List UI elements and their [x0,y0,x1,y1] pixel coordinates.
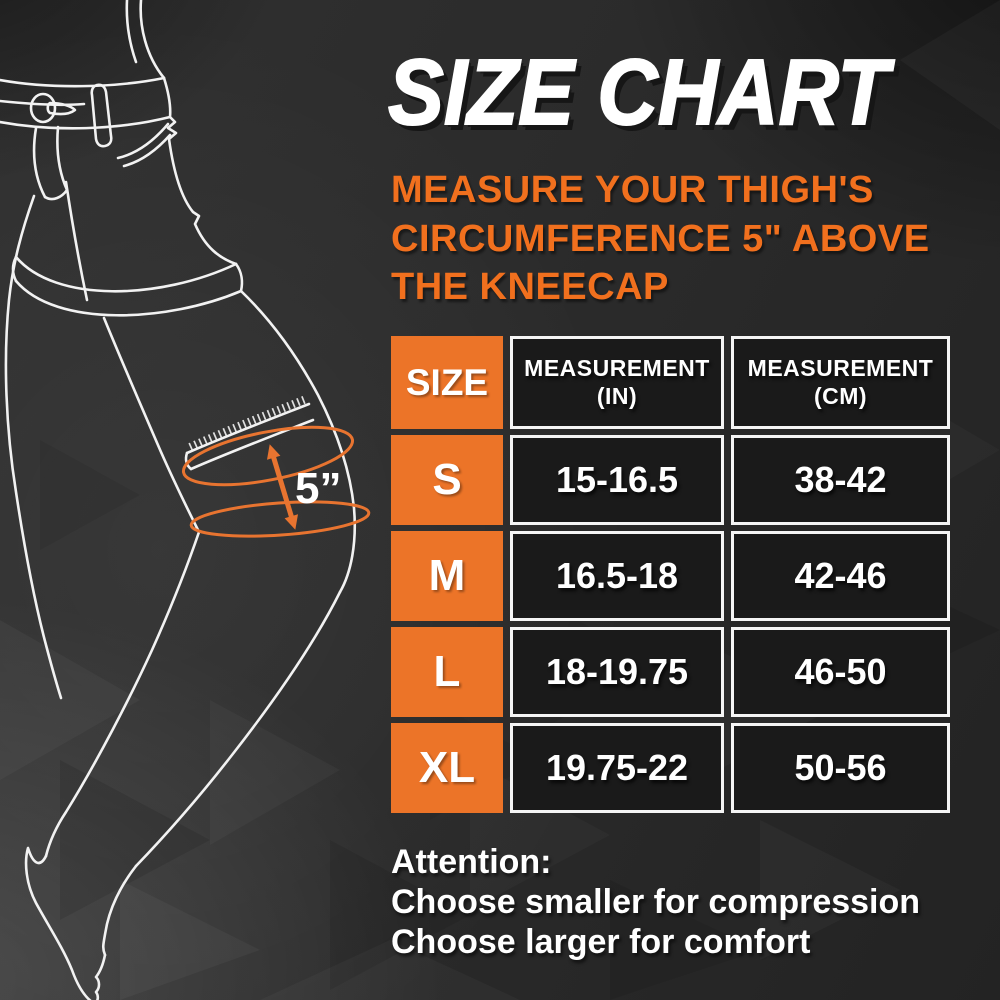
header-cell-measurement-cm: MEASUREMENT (CM) [731,336,950,429]
belt-buckle-icon [29,92,57,124]
size-cell-xl: XL [391,723,503,813]
thigh-sleeve-band [11,255,244,317]
upper-circumference-ellipse-icon [181,425,355,487]
attention-heading: Attention: [391,843,552,881]
value-cell-xl-cm: 50-56 [731,723,950,813]
page-title: SIZE CHART [387,40,889,144]
attention-note: Attention: Choose smaller for compressio… [391,843,920,962]
five-inch-label: 5” [295,464,341,513]
kneecap-circumference-ellipse-icon [189,500,371,538]
attention-line-2: Choose larger for comfort [391,922,811,961]
value-cell-m-in: 16.5-18 [510,531,724,621]
subtitle-line-1: MEASURE YOUR THIGH'S [391,169,874,211]
header-cell-measurement-in: MEASUREMENT (IN) [510,336,724,429]
value-cell-l-cm: 46-50 [731,627,950,717]
attention-line-1: Choose smaller for compression [391,882,921,921]
belt-loop [90,83,113,148]
waist-belt [0,76,172,201]
size-cell-s: S [391,435,503,525]
leg-outline [0,0,357,1000]
value-cell-s-cm: 38-42 [731,435,950,525]
subtitle-line-2: CIRCUMFERENCE 5" ABOVE [391,217,930,260]
five-inch-double-arrow-icon [267,444,298,530]
subtitle: MEASURE YOUR THIGH'S CIRCUMFERENCE 5" AB… [391,166,930,312]
value-cell-xl-in: 19.75-22 [510,723,724,813]
value-cell-m-cm: 42-46 [731,531,950,621]
size-table: SIZE MEASUREMENT (IN) MEASUREMENT (CM) S… [391,336,950,813]
leg-illustration: 5” [0,0,371,1000]
size-cell-m: M [391,531,503,621]
value-cell-s-in: 15-16.5 [510,435,724,525]
size-cell-l: L [391,627,503,717]
circumference-annotations [181,425,371,538]
value-cell-l-in: 18-19.75 [510,627,724,717]
foot-outline [24,846,138,1000]
header-cell-size: SIZE [391,336,503,429]
subtitle-line-3: THE KNEECAP [391,266,669,309]
